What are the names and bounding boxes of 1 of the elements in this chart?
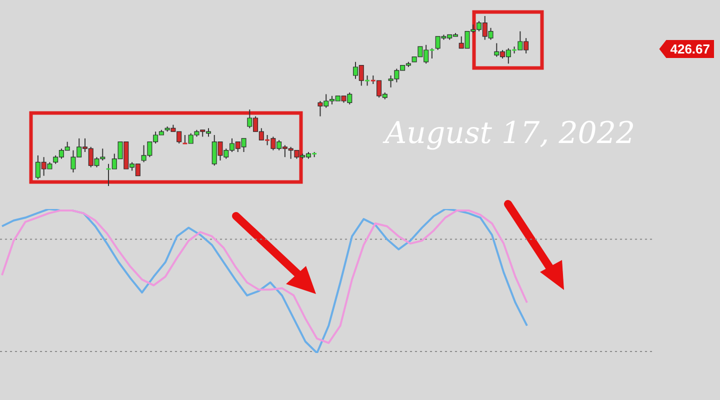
text: 426.67: [670, 42, 710, 57]
